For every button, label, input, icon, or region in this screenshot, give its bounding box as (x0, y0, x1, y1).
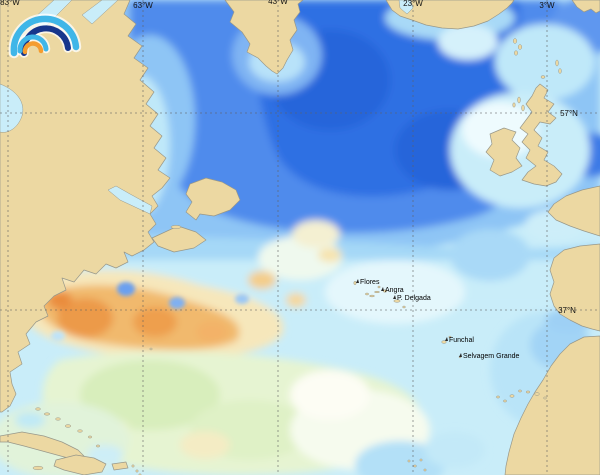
logo-arc-sky-outer-icon (10, 15, 80, 57)
flores-marker-icon (356, 279, 359, 283)
landmass-puerto-rico (111, 461, 129, 471)
landmass-great-britain (519, 83, 563, 187)
place-label-p-delgada: P. Delgada (397, 295, 431, 302)
logo-rainbow-arcs (8, 13, 82, 59)
place-label-angra: Angra (385, 287, 404, 294)
landmass-iberia (549, 243, 600, 332)
place-label-flores: Flores (360, 279, 380, 286)
landmass-africa (504, 335, 600, 475)
longitude-label-23w: 23°W (403, 0, 423, 8)
graticule-labels: 83°W 63°W 43°W 23°W 3°W 57°N 37°N (0, 0, 578, 315)
lesser-antilles-islands (131, 464, 142, 475)
latitude-label-37n: 37°N (558, 306, 576, 315)
landmass-iceland (385, 0, 515, 30)
longitude-label-43w: 43°W (268, 0, 288, 6)
landmass-north-america (0, 0, 171, 413)
longitude-label-63w: 63°W (133, 1, 153, 10)
landmass-ireland (485, 127, 523, 177)
faroe-islands (512, 38, 523, 56)
funchal-marker-icon (445, 337, 448, 341)
canary-islands (496, 389, 547, 403)
azores-islands (353, 280, 406, 309)
p-delgada-marker-icon (393, 295, 396, 299)
logo-arc-sky-inner-icon (17, 34, 49, 54)
longitude-label-83w: 83°W (0, 0, 20, 7)
place-labels: Flores Angra P. Delgada Funchal Selvagem… (356, 279, 520, 360)
landmass-hispaniola (53, 454, 107, 475)
jamaica-island (32, 465, 44, 471)
bahamas-islands (35, 407, 101, 448)
madeira-islands (441, 335, 462, 359)
landmass-france (547, 185, 600, 237)
landmass-newfoundland (185, 177, 241, 221)
cape-verde-islands (407, 458, 427, 472)
st-lawrence-river (107, 185, 153, 215)
logo-arc-orange-icon (22, 41, 44, 55)
logo-arc-navy-icon (20, 25, 71, 56)
angra-marker-icon (381, 287, 384, 291)
iceland-bay (398, 0, 414, 15)
latitude-label-57n: 57°N (560, 109, 578, 118)
ungava-bay-water (81, 0, 119, 25)
landmass-greenland (224, 0, 304, 75)
prince-edward-island (170, 225, 182, 229)
landmass-norway (571, 0, 600, 14)
hudson-bay-water (0, 83, 24, 133)
scottish-isles (512, 59, 562, 112)
selvagem-grande-marker-icon (459, 353, 462, 357)
longitude-label-3w: 3°W (539, 1, 555, 10)
bermuda-island (149, 347, 153, 351)
place-label-funchal: Funchal (449, 337, 474, 344)
place-label-selvagem-grande: Selvagem Grande (463, 353, 520, 360)
